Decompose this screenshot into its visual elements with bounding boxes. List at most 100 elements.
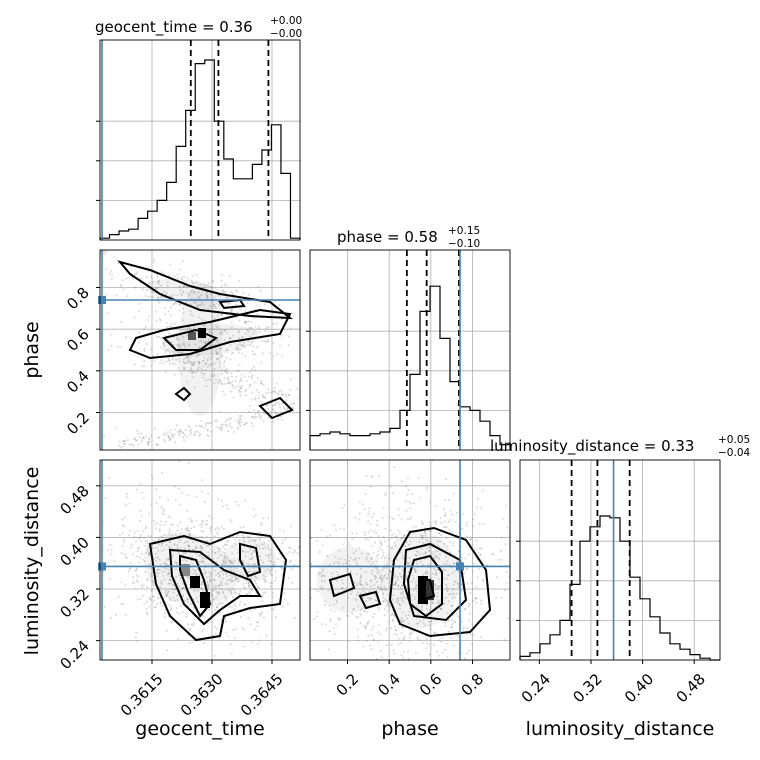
scatter-point bbox=[239, 348, 242, 351]
scatter-point bbox=[182, 285, 185, 288]
scatter-point bbox=[359, 580, 362, 583]
scatter-point bbox=[350, 556, 353, 559]
scatter-point bbox=[227, 418, 230, 421]
scatter-point bbox=[260, 543, 263, 546]
scatter-point bbox=[347, 560, 350, 563]
scatter-point bbox=[437, 544, 440, 547]
scatter-point bbox=[371, 569, 374, 572]
scatter-point bbox=[208, 571, 211, 574]
scatter-point bbox=[280, 556, 283, 559]
scatter-point bbox=[247, 585, 250, 588]
scatter-point bbox=[400, 593, 403, 596]
scatter-point bbox=[104, 497, 107, 500]
scatter-point bbox=[146, 541, 149, 544]
scatter-point bbox=[180, 278, 183, 281]
scatter-point bbox=[371, 561, 374, 564]
scatter-point bbox=[227, 430, 230, 433]
scatter-point bbox=[214, 551, 217, 554]
scatter-point bbox=[234, 604, 237, 607]
scatter-point bbox=[182, 358, 185, 361]
scatter-point bbox=[475, 586, 478, 589]
scatter-point bbox=[446, 655, 449, 658]
scatter-point bbox=[383, 607, 386, 610]
scatter-point bbox=[265, 326, 268, 329]
scatter-point bbox=[435, 664, 437, 666]
scatter-point bbox=[499, 550, 502, 553]
scatter-point bbox=[402, 534, 405, 537]
scatter-point bbox=[206, 428, 209, 431]
scatter-point bbox=[360, 575, 363, 578]
scatter-point bbox=[248, 385, 251, 388]
scatter-point bbox=[192, 370, 195, 373]
scatter-point bbox=[415, 605, 418, 608]
scatter-point bbox=[385, 644, 388, 647]
scatter-point bbox=[222, 290, 225, 293]
scatter-point bbox=[370, 585, 373, 588]
scatter-point bbox=[235, 536, 238, 539]
scatter-point bbox=[182, 285, 185, 288]
scatter-point bbox=[157, 597, 160, 600]
scatter-point bbox=[170, 432, 173, 435]
scatter-point bbox=[113, 560, 116, 563]
scatter-point bbox=[461, 628, 464, 631]
scatter-point bbox=[220, 279, 223, 282]
scatter-point bbox=[140, 583, 143, 586]
scatter-point bbox=[236, 311, 239, 314]
scatter-point bbox=[291, 581, 294, 584]
scatter-point bbox=[147, 440, 150, 443]
scatter-point bbox=[138, 561, 141, 564]
scatter-point bbox=[233, 608, 236, 611]
scatter-point bbox=[119, 446, 122, 449]
scatter-point bbox=[157, 549, 160, 552]
scatter-point bbox=[425, 488, 428, 491]
scatter-point bbox=[231, 334, 234, 337]
scatter-point bbox=[223, 595, 226, 598]
scatter-point bbox=[270, 573, 273, 576]
scatter-point bbox=[405, 541, 408, 544]
scatter-point bbox=[351, 532, 354, 535]
scatter-point bbox=[452, 542, 455, 545]
scatter-point bbox=[213, 578, 216, 581]
scatter-point bbox=[389, 529, 392, 532]
scatter-point bbox=[193, 526, 196, 529]
scatter-point bbox=[452, 588, 455, 591]
scatter-point bbox=[382, 588, 385, 591]
scatter-point bbox=[147, 442, 150, 445]
scatter-point bbox=[303, 508, 305, 510]
scatter-point bbox=[380, 544, 383, 547]
scatter-point bbox=[280, 318, 283, 321]
scatter-point bbox=[242, 534, 245, 537]
scatter-point bbox=[367, 635, 370, 638]
scatter-point bbox=[179, 289, 182, 292]
scatter-point bbox=[237, 279, 240, 282]
scatter-point bbox=[228, 422, 231, 425]
scatter-point bbox=[229, 358, 232, 361]
scatter-point bbox=[165, 520, 168, 523]
scatter-point bbox=[443, 577, 446, 580]
scatter-point bbox=[218, 360, 221, 363]
scatter-point bbox=[230, 643, 233, 646]
scatter-point bbox=[270, 581, 273, 584]
scatter-point bbox=[110, 553, 113, 556]
scatter-point bbox=[198, 574, 201, 577]
scatter-point bbox=[386, 563, 389, 566]
scatter-point bbox=[249, 592, 252, 595]
scatter-point bbox=[225, 599, 228, 602]
scatter-point bbox=[257, 397, 260, 400]
scatter-point bbox=[228, 606, 231, 609]
scatter-point bbox=[366, 639, 369, 642]
scatter-point bbox=[375, 599, 378, 602]
scatter-point bbox=[507, 617, 510, 620]
scatter-point bbox=[409, 579, 412, 582]
scatter-point bbox=[259, 615, 262, 618]
scatter-point bbox=[144, 295, 147, 298]
scatter-point bbox=[185, 527, 188, 530]
scatter-point bbox=[206, 585, 209, 588]
contour-0 bbox=[117, 260, 294, 320]
scatter-point bbox=[247, 582, 250, 585]
scatter-point bbox=[169, 325, 172, 328]
scatter-point bbox=[153, 258, 156, 261]
scatter-point bbox=[410, 502, 413, 505]
scatter-point bbox=[210, 352, 213, 355]
scatter-point bbox=[128, 502, 131, 505]
